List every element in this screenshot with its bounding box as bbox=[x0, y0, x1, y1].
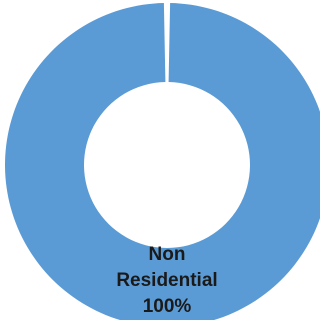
slice-label-line-2: Residential bbox=[116, 270, 217, 291]
slice-non-residential bbox=[5, 3, 320, 320]
slice-label-line-1: Non bbox=[149, 244, 186, 265]
labels-layer: Non Residential 100% bbox=[116, 244, 217, 317]
slices-layer bbox=[5, 3, 320, 320]
slice-label-line-3: 100% bbox=[143, 296, 192, 317]
